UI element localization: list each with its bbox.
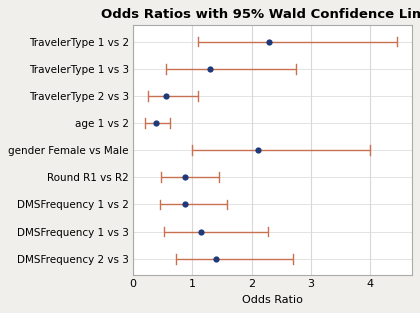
Title: Odds Ratios with 95% Wald Confidence Limits: Odds Ratios with 95% Wald Confidence Lim… [101, 8, 420, 21]
X-axis label: Odds Ratio: Odds Ratio [242, 295, 303, 305]
